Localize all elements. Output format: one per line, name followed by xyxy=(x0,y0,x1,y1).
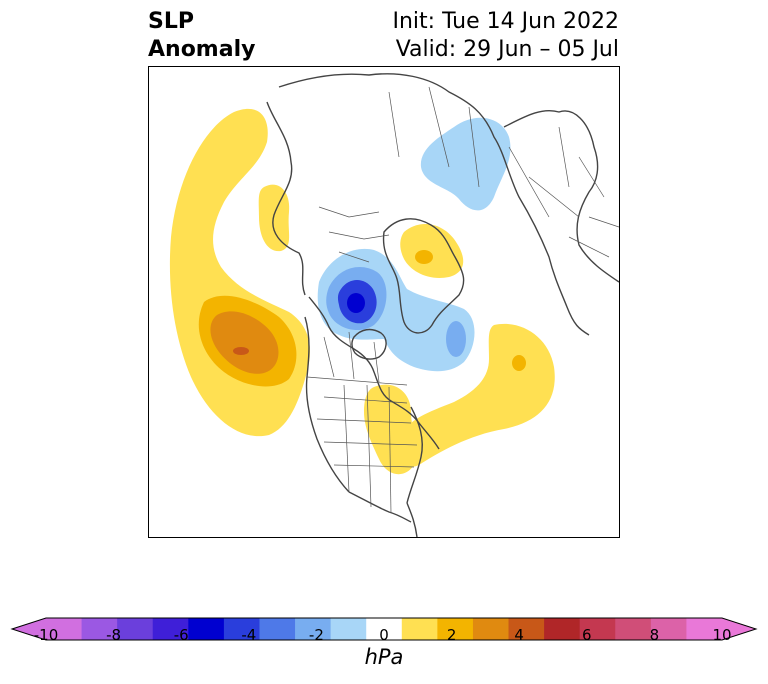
map-title: SLP Anomaly xyxy=(148,8,255,64)
colorbar-swatch xyxy=(223,618,260,640)
coastline-hudson xyxy=(351,328,387,360)
colorbar-tick-label: -10 xyxy=(33,626,59,644)
border-states-5 xyxy=(343,384,350,493)
colorbar-swatch xyxy=(615,618,652,640)
colorbar-swatch xyxy=(117,618,154,640)
colorbar-swatch xyxy=(472,618,510,640)
border-states-1 xyxy=(323,396,408,404)
coastline-us-east xyxy=(406,406,423,504)
colorbar-swatch xyxy=(437,618,474,640)
colorbar-tick-label: 10 xyxy=(712,626,732,644)
positive-anomaly-pacific xyxy=(169,108,310,437)
colorbar-tick-label: 6 xyxy=(582,626,592,644)
init-date: Init: Tue 14 Jun 2022 xyxy=(392,9,620,34)
colorbar-swatch xyxy=(188,618,225,640)
colorbar-swatch xyxy=(650,618,687,640)
colorbar-swatch xyxy=(330,618,367,640)
colorbar-tick-label: -4 xyxy=(241,626,257,644)
positive-anomaly-atlantic-core xyxy=(512,355,526,371)
colorbar-swatch xyxy=(295,618,332,640)
anomaly-map xyxy=(169,73,619,537)
title-line-2: Anomaly xyxy=(148,37,256,62)
colorbar-extend-low xyxy=(12,618,46,640)
coastline-alaska xyxy=(266,101,306,296)
positive-anomaly-east-na xyxy=(364,384,417,475)
positive-anomaly-pacific-3 xyxy=(210,311,279,374)
border-states-6 xyxy=(366,384,372,508)
border-arctic-islands xyxy=(318,206,390,263)
colorbar-swatch xyxy=(544,618,581,640)
colorbar-swatch xyxy=(366,618,403,640)
negative-anomaly-arctic-core xyxy=(347,293,365,313)
border-russia xyxy=(388,86,580,218)
colorbar-tick-label: -2 xyxy=(308,626,324,644)
coastline-europe xyxy=(503,110,619,283)
positive-anomaly-greenland-core xyxy=(415,250,433,264)
colorbar-swatch xyxy=(81,618,118,640)
colorbar-tick-label: 4 xyxy=(514,626,524,644)
colorbar-swatch xyxy=(46,618,83,640)
negative-anomaly-labrador xyxy=(446,321,466,357)
valid-dates: Init: Tue 14 Jun 2022 Valid: 29 Jun – 05… xyxy=(393,8,620,64)
border-canada-us xyxy=(306,376,408,386)
colorbar-tick-label: -6 xyxy=(173,626,189,644)
colorbar-swatch xyxy=(579,618,616,640)
colorbar-swatch xyxy=(508,618,545,640)
colorbar-swatch xyxy=(259,618,296,640)
colorbar-tick-label: 8 xyxy=(649,626,660,644)
border-states-2 xyxy=(316,418,412,424)
valid-range: Valid: 29 Jun – 05 Jul xyxy=(395,37,619,62)
border-states-7 xyxy=(388,386,392,514)
colorbar-units: hPa xyxy=(364,645,404,669)
title-line-1: SLP xyxy=(148,9,194,34)
border-provinces xyxy=(323,331,380,383)
coastline-gulf xyxy=(348,491,412,523)
border-states-4 xyxy=(333,464,415,468)
colorbar-swatch xyxy=(686,618,723,640)
positive-anomaly-greenland xyxy=(400,223,464,278)
coastline-siberia xyxy=(278,73,590,336)
map-panel xyxy=(148,66,620,538)
coastline-us-west xyxy=(304,316,350,493)
colorbar-swatch xyxy=(401,618,438,640)
negative-anomaly-siberia xyxy=(420,117,511,211)
border-europe xyxy=(558,126,619,258)
colorbar xyxy=(10,617,758,641)
coastline-greenland xyxy=(382,218,465,334)
coastline-florida xyxy=(406,502,418,537)
coastline-canada xyxy=(308,296,440,450)
positive-anomaly-pacific-core xyxy=(233,347,249,355)
border-states-3 xyxy=(323,441,418,446)
colorbar-tick-label: 0 xyxy=(379,626,389,644)
colorbar-extend-high xyxy=(722,618,756,640)
colorbar-tick-label: 2 xyxy=(446,626,457,644)
colorbar-tick-label: -8 xyxy=(106,626,122,644)
colorbar-outline xyxy=(10,617,758,641)
colorbar-swatch xyxy=(152,618,189,640)
